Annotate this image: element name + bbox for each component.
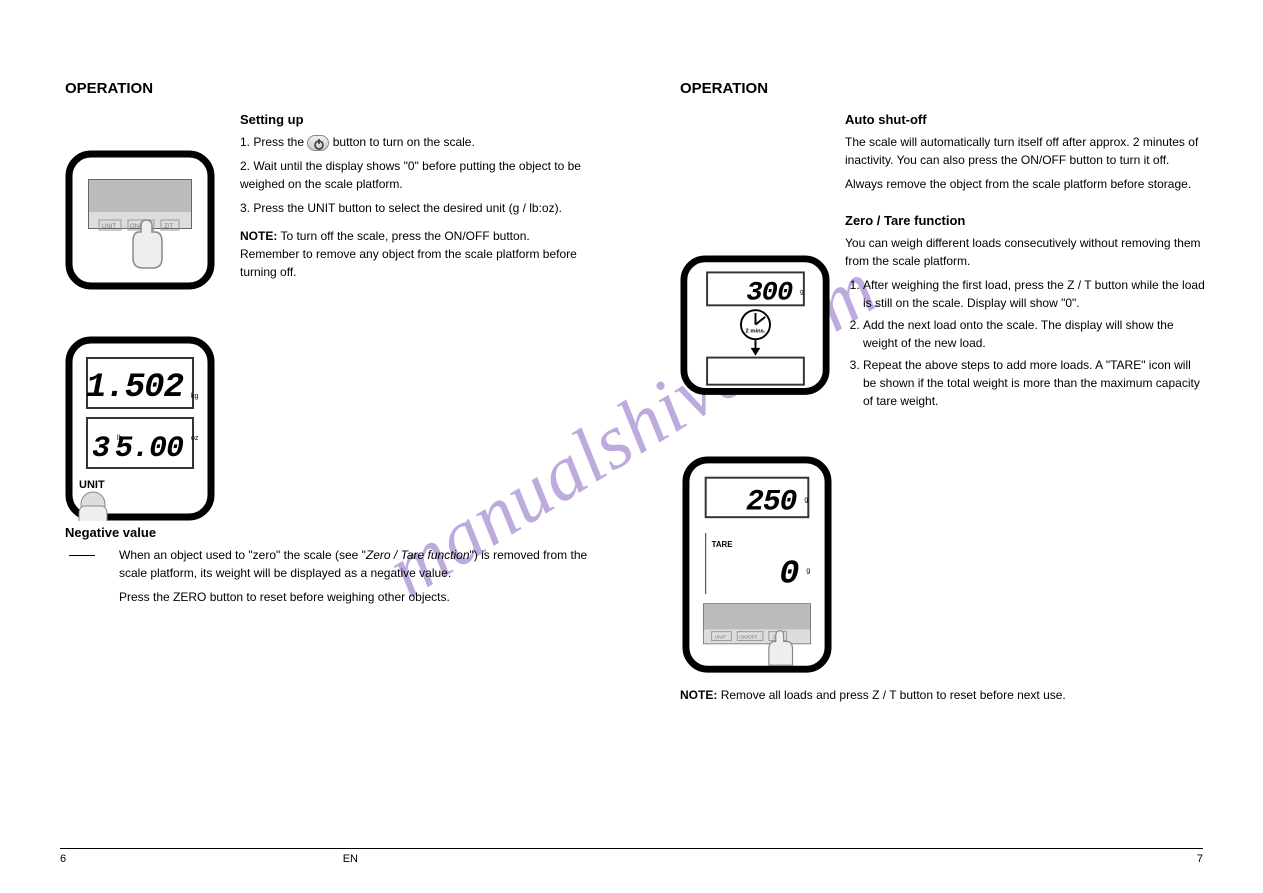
setup-steps: 1. Press the button to turn on the scale… bbox=[240, 133, 590, 281]
svg-text:kg: kg bbox=[191, 393, 199, 400]
svg-text:UNIT: UNIT bbox=[102, 224, 116, 230]
right-page-title: OPERATION bbox=[680, 80, 768, 97]
setup-section: Setting up 1. Press the button to turn o… bbox=[240, 112, 590, 281]
neg-p1a: When an object used to "zero" the scale … bbox=[119, 548, 366, 562]
power-icon bbox=[307, 135, 329, 151]
setup-step2: 2. Wait until the display shows "0" befo… bbox=[240, 157, 590, 193]
setup-step3: 3. Press the UNIT button to select the d… bbox=[240, 199, 590, 217]
auto-off-icon: 300 g 2 mins. bbox=[680, 255, 830, 398]
auto-p1: The scale will automatically turn itself… bbox=[845, 133, 1205, 169]
svg-text:TARE: TARE bbox=[712, 540, 733, 549]
footer-lang: EN bbox=[66, 853, 634, 865]
svg-text:ON/OFF: ON/OFF bbox=[739, 635, 758, 641]
neg-p1em: Zero / Tare function bbox=[366, 548, 470, 562]
svg-text:1.502: 1.502 bbox=[86, 369, 184, 407]
tare-intro: You can weigh different loads consecutiv… bbox=[845, 234, 1205, 270]
svg-text:3: 3 bbox=[92, 432, 110, 466]
svg-text:2 mins.: 2 mins. bbox=[745, 328, 765, 334]
neg-p2: Press the ZERO button to reset before we… bbox=[119, 588, 590, 606]
left-page-title: OPERATION bbox=[65, 80, 153, 97]
setup-power-icon: UNIT ON/OFF Z/T bbox=[65, 150, 215, 293]
tare-note-text: Remove all loads and press Z / T button … bbox=[721, 688, 1066, 702]
unit-toggle-icon: 1.502 kg 3 lb 5.00 oz UNIT bbox=[65, 336, 215, 524]
auto-p2: Always remove the object from the scale … bbox=[845, 175, 1205, 193]
svg-text:300: 300 bbox=[746, 278, 793, 309]
tare-step2: Add the next load onto the scale. The di… bbox=[863, 316, 1205, 352]
tare-icon: 250 g TARE 0 g UNIT ON/OFF Z/T bbox=[682, 456, 832, 676]
note-label: NOTE: bbox=[240, 229, 277, 243]
svg-text:g: g bbox=[800, 289, 804, 296]
note-text: To turn off the scale, press the ON/OFF … bbox=[240, 229, 577, 279]
page-num-right: 7 bbox=[635, 853, 1203, 865]
negative-hr-icon bbox=[65, 546, 99, 606]
step1-pre: 1. Press the bbox=[240, 135, 304, 149]
right-upper-sections: Auto shut-off The scale will automatical… bbox=[845, 112, 1205, 414]
svg-text:UNIT: UNIT bbox=[715, 635, 726, 641]
tare-heading: Zero / Tare function bbox=[845, 213, 1205, 228]
negative-value-section: Negative value When an object used to "z… bbox=[65, 525, 590, 606]
svg-text:Z/T: Z/T bbox=[164, 224, 173, 230]
setup-heading: Setting up bbox=[240, 112, 590, 127]
auto-heading: Auto shut-off bbox=[845, 112, 1205, 127]
manual-spread: manualshive.com OPERATION UNIT ON/OFF Z/… bbox=[0, 0, 1263, 893]
neg-heading: Negative value bbox=[65, 525, 590, 540]
svg-text:250: 250 bbox=[746, 484, 797, 518]
tare-note: NOTE: Remove all loads and press Z / T b… bbox=[680, 686, 1205, 704]
svg-text:oz: oz bbox=[191, 435, 199, 442]
svg-text:0: 0 bbox=[779, 555, 799, 593]
svg-text:UNIT: UNIT bbox=[79, 479, 105, 491]
tare-steps: After weighing the first load, press the… bbox=[845, 276, 1205, 410]
step1-post: button to turn on the scale. bbox=[333, 135, 475, 149]
footer: 6 EN 7 bbox=[60, 848, 1203, 865]
svg-text:g: g bbox=[806, 567, 810, 574]
tare-step1: After weighing the first load, press the… bbox=[863, 276, 1205, 312]
svg-text:g: g bbox=[804, 496, 808, 503]
tare-note-label: NOTE: bbox=[680, 688, 717, 702]
tare-step3: Repeat the above steps to add more loads… bbox=[863, 356, 1205, 410]
svg-text:5.00: 5.00 bbox=[115, 432, 184, 466]
